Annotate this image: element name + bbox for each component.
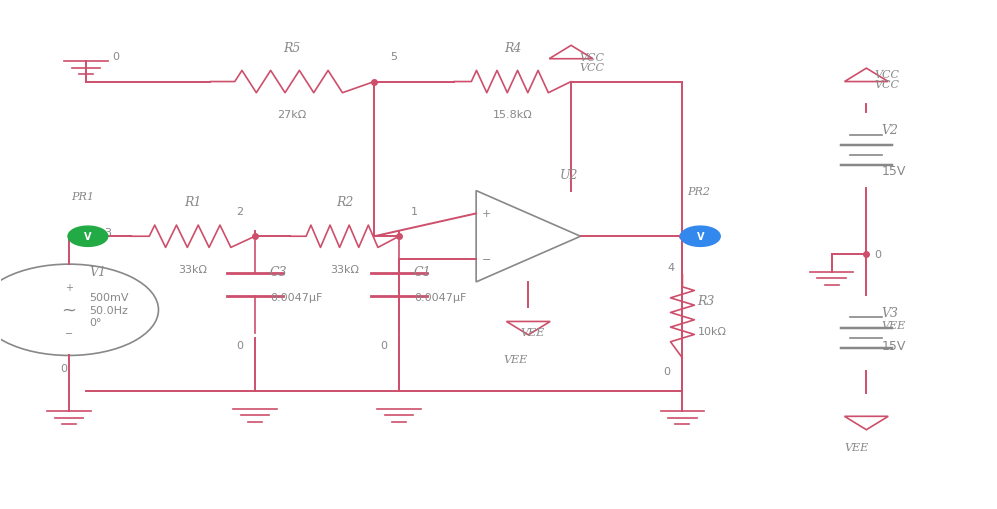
- Text: VEE: VEE: [503, 355, 527, 365]
- Text: −: −: [483, 254, 492, 265]
- Text: VEE: VEE: [520, 327, 544, 337]
- Circle shape: [680, 227, 720, 247]
- Text: −: −: [65, 328, 73, 338]
- Text: 0: 0: [874, 249, 881, 260]
- Text: 0: 0: [61, 363, 68, 374]
- Text: V: V: [84, 232, 92, 242]
- Text: VCC: VCC: [874, 70, 899, 80]
- Text: R4: R4: [503, 42, 521, 54]
- Text: 15.8kΩ: 15.8kΩ: [493, 110, 532, 120]
- Text: VCC: VCC: [579, 53, 604, 63]
- Text: VCC: VCC: [579, 63, 604, 73]
- Text: PR1: PR1: [71, 191, 94, 201]
- Text: 0: 0: [113, 52, 120, 62]
- Text: V: V: [697, 232, 704, 242]
- Text: 0: 0: [380, 341, 387, 351]
- Text: 5: 5: [391, 52, 398, 62]
- Text: R3: R3: [697, 295, 715, 308]
- Text: 15V: 15V: [881, 164, 905, 178]
- Text: 10kΩ: 10kΩ: [697, 327, 727, 336]
- Text: 0°: 0°: [89, 318, 102, 328]
- Text: 27kΩ: 27kΩ: [277, 110, 307, 120]
- Text: 4: 4: [667, 262, 674, 272]
- Text: +: +: [65, 282, 73, 292]
- Text: ~: ~: [62, 301, 77, 319]
- Text: R5: R5: [283, 42, 301, 54]
- Text: 33kΩ: 33kΩ: [330, 265, 359, 274]
- Text: 1: 1: [411, 207, 418, 216]
- Text: +: +: [483, 209, 492, 219]
- Text: R1: R1: [184, 196, 201, 209]
- Text: V1: V1: [89, 266, 106, 279]
- Text: 0.0047μF: 0.0047μF: [270, 293, 322, 302]
- Text: R2: R2: [336, 196, 353, 209]
- Text: V3: V3: [881, 306, 898, 319]
- Text: 0: 0: [236, 341, 243, 351]
- Text: 0.0047μF: 0.0047μF: [414, 293, 467, 302]
- Text: V2: V2: [881, 124, 898, 137]
- Text: VEE: VEE: [881, 320, 905, 330]
- Text: 0: 0: [663, 366, 671, 376]
- Circle shape: [68, 227, 108, 247]
- Text: PR2: PR2: [687, 186, 711, 196]
- Text: C3: C3: [270, 266, 287, 279]
- Text: 15V: 15V: [881, 339, 905, 352]
- Text: VEE: VEE: [844, 442, 868, 452]
- Text: 50.0Hz: 50.0Hz: [89, 305, 128, 315]
- Text: 3: 3: [104, 228, 111, 238]
- Text: 33kΩ: 33kΩ: [178, 265, 207, 274]
- Text: 2: 2: [236, 207, 243, 216]
- Text: VCC: VCC: [874, 80, 899, 90]
- Text: U2: U2: [559, 169, 578, 182]
- Text: 500mV: 500mV: [89, 293, 129, 302]
- Text: C1: C1: [414, 266, 432, 279]
